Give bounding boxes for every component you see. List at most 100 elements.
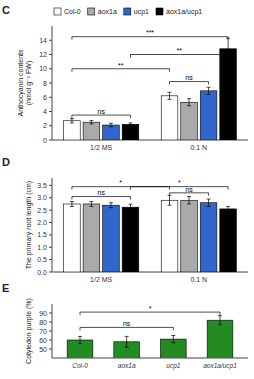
x-tick-label: 1/2 MS <box>90 276 113 283</box>
bar <box>64 121 81 140</box>
panel: DThe primary root length (cm)0.00.51.01.… <box>2 156 248 283</box>
y-tick <box>49 185 52 186</box>
y-tick <box>49 125 52 126</box>
bar <box>200 91 217 140</box>
bar <box>161 200 178 272</box>
significance-bracket <box>72 69 170 72</box>
error-bar <box>207 199 211 206</box>
x-tick-label: aox1a/ucp1 <box>203 362 237 370</box>
bar <box>103 125 120 140</box>
y-tick-label: 1.0 <box>37 244 47 251</box>
significance-label: ns <box>185 74 193 81</box>
error-bar <box>78 336 82 343</box>
y-tick <box>49 68 52 69</box>
significance-bracket <box>72 187 170 190</box>
y-axis-line <box>52 178 53 272</box>
x-tick-label: 1/2 MS <box>90 144 113 151</box>
significance-bracket <box>72 115 131 118</box>
y-tick <box>49 97 52 98</box>
y-tick <box>49 322 52 323</box>
panel-title: E <box>2 282 9 294</box>
significance-bracket <box>72 197 131 200</box>
y-tick <box>49 259 52 260</box>
y-axis-label-line: (nmol g⁻¹ FW) <box>25 61 33 106</box>
significance-bracket <box>72 37 228 40</box>
y-tick <box>49 234 52 235</box>
y-tick-label: 10 <box>39 65 47 72</box>
y-tick <box>49 83 52 84</box>
bar <box>181 200 198 272</box>
legend-label: ucp1 <box>134 8 149 16</box>
significance-label: * <box>149 305 152 312</box>
error-bar <box>89 202 93 207</box>
error-bar <box>70 119 74 123</box>
y-tick-label: 2.5 <box>37 207 47 214</box>
error-bar <box>207 87 211 94</box>
y-tick <box>49 111 52 112</box>
error-bar <box>171 336 175 343</box>
error-bar <box>187 197 191 204</box>
x-axis-line <box>52 140 248 141</box>
significance-label: ** <box>118 62 124 69</box>
error-bar <box>89 120 93 124</box>
y-tick <box>49 140 52 141</box>
y-tick-label: 2.0 <box>37 219 47 226</box>
legend-swatch <box>88 8 95 15</box>
y-tick <box>49 54 52 55</box>
plot-area <box>64 195 237 272</box>
error-bar <box>128 204 132 210</box>
panel: E Cotyledon purple (%) 50 60 70 80 90 Col-0 aox1… <box>2 282 248 379</box>
bar <box>64 204 81 272</box>
y-tick <box>49 313 52 314</box>
y-tick-label: 14 <box>39 37 47 44</box>
significance-label: ns <box>97 189 105 196</box>
y-tick <box>49 272 52 273</box>
y-tick-label: 70 <box>39 328 47 335</box>
y-tick-label: 12 <box>39 51 47 58</box>
significance-bracket <box>170 193 209 196</box>
legend-swatch <box>124 8 131 15</box>
y-tick-label: 6 <box>43 94 47 101</box>
y-axis-label-line: Cotyledon purple (%) <box>25 298 33 364</box>
y-tick-label: 0 <box>43 137 47 144</box>
y-tick-label: 3.0 <box>37 194 47 201</box>
y-tick <box>49 40 52 41</box>
y-tick-label: 3.5 <box>37 182 47 189</box>
y-tick-label: 50 <box>39 346 47 353</box>
bar <box>103 205 120 272</box>
bar <box>83 204 100 272</box>
bar <box>161 96 178 140</box>
y-tick <box>49 247 52 248</box>
plot-area <box>67 316 233 358</box>
y-axis-label: Cotyledon purple (%) <box>25 298 33 364</box>
significance-label: ns <box>97 108 105 115</box>
significance-label: * <box>119 179 122 186</box>
y-axis-label-line: The primary root length (cm) <box>25 181 33 269</box>
significance-bracket <box>170 82 209 85</box>
significance-label: ns <box>123 320 131 327</box>
legend-label: Col-0 <box>64 8 81 15</box>
panel: CAnthocyanin contents(nmol g⁻¹ FW)024681… <box>2 4 248 151</box>
y-tick <box>49 222 52 223</box>
x-tick-label: Col-0 <box>72 362 88 369</box>
y-tick-label: 60 <box>39 337 47 344</box>
y-tick <box>49 210 52 211</box>
error-bar <box>109 123 113 127</box>
error-bar <box>187 99 191 106</box>
significance-bracket <box>130 187 228 190</box>
plot-area <box>64 38 237 140</box>
bar <box>220 49 237 140</box>
y-tick-label: 90 <box>39 310 47 317</box>
significance-bracket <box>80 327 173 330</box>
y-tick-label: 2 <box>43 122 47 129</box>
y-tick-label: 80 <box>39 319 47 326</box>
significance-label: *** <box>146 29 154 36</box>
error-bar <box>226 206 230 211</box>
y-tick-label: 8 <box>43 80 47 87</box>
error-bar <box>168 195 172 205</box>
significance-label: ** <box>177 47 183 54</box>
y-axis-label: Anthocyanin contents(nmol g⁻¹ FW) <box>17 49 33 116</box>
y-tick <box>49 197 52 198</box>
x-tick-label: 0.1 N <box>190 276 207 283</box>
figure: CAnthocyanin contents(nmol g⁻¹ FW)024681… <box>0 0 254 379</box>
